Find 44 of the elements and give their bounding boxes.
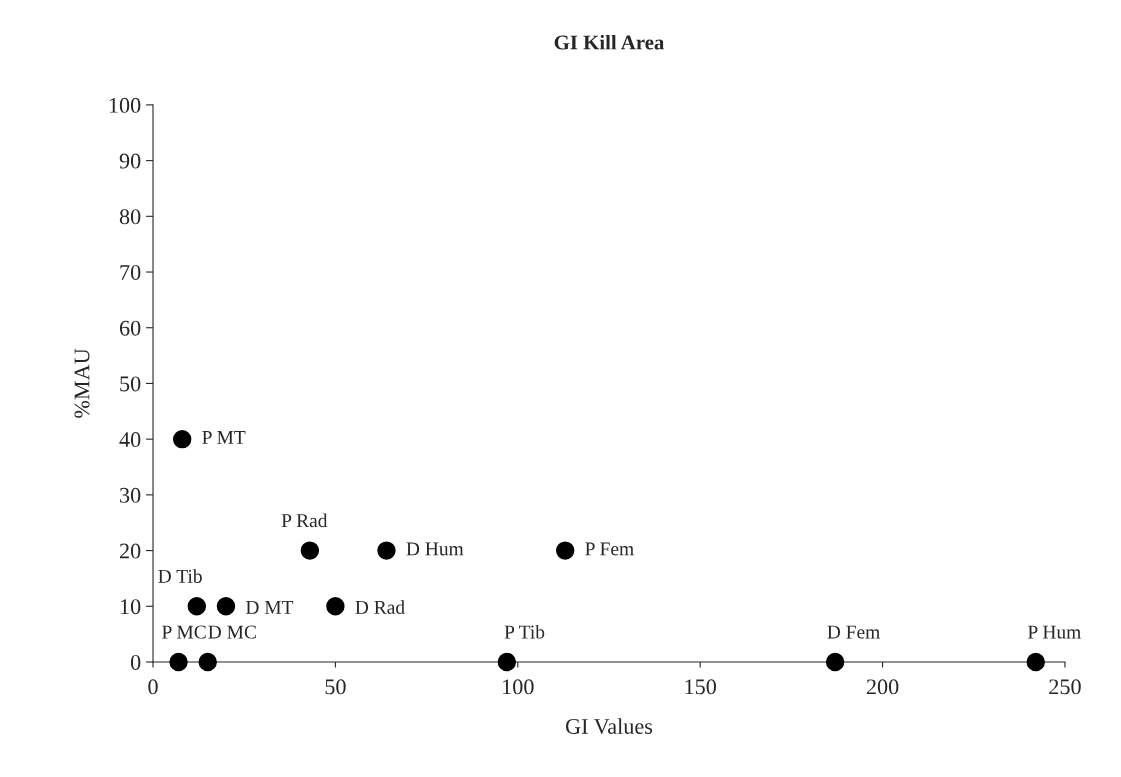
annotation: D Hum	[406, 542, 464, 556]
x-axis-title: GI Values	[565, 718, 653, 735]
annotation: D MT	[245, 601, 294, 614]
point	[556, 541, 575, 560]
x-tick-label: 200	[866, 679, 899, 695]
annotation: D MC	[208, 625, 256, 639]
point	[825, 652, 845, 672]
annotation: P Rad	[281, 513, 328, 528]
x-tick-label: 100	[503, 679, 534, 695]
y-tick-label: 50	[120, 376, 141, 392]
y-tick-label: 60	[119, 320, 141, 336]
point	[326, 597, 345, 616]
point	[1026, 652, 1045, 672]
annotation: P MT	[202, 431, 246, 444]
annotation: P Tib	[504, 624, 545, 639]
annotation: P Hum	[1027, 625, 1081, 639]
y-tick-label: 80	[119, 209, 141, 225]
point	[216, 597, 236, 616]
annotation: D Tib	[158, 569, 202, 583]
y-tick-label: 90	[119, 153, 141, 169]
point	[187, 597, 206, 616]
annotation: P MC	[162, 625, 206, 639]
y-axis-title: %MAU	[74, 348, 90, 418]
y-tick-label: 0	[130, 654, 141, 670]
annotation: D Rad	[355, 600, 405, 614]
y-tick-label: 30	[120, 487, 141, 503]
point	[300, 541, 320, 560]
y-tick-label: 10	[120, 599, 141, 615]
annotation: P Fem	[585, 542, 634, 556]
x-tick-label: 250	[1049, 679, 1081, 695]
annotation: D Fem	[827, 625, 880, 639]
point	[172, 429, 192, 449]
y-tick-label: 40	[119, 432, 141, 448]
chart-title: GI Kill Area	[554, 34, 665, 50]
y-tick-label: 70	[120, 264, 141, 280]
x-tick-label: 50	[325, 679, 346, 695]
x-tick-label: 150	[685, 679, 716, 695]
point	[497, 652, 517, 672]
y-tick-label: 100	[109, 97, 141, 113]
point	[198, 652, 217, 672]
point	[377, 541, 396, 560]
point	[169, 652, 188, 672]
x-tick-label: 0	[148, 679, 158, 695]
y-tick-label: 20	[119, 543, 141, 559]
